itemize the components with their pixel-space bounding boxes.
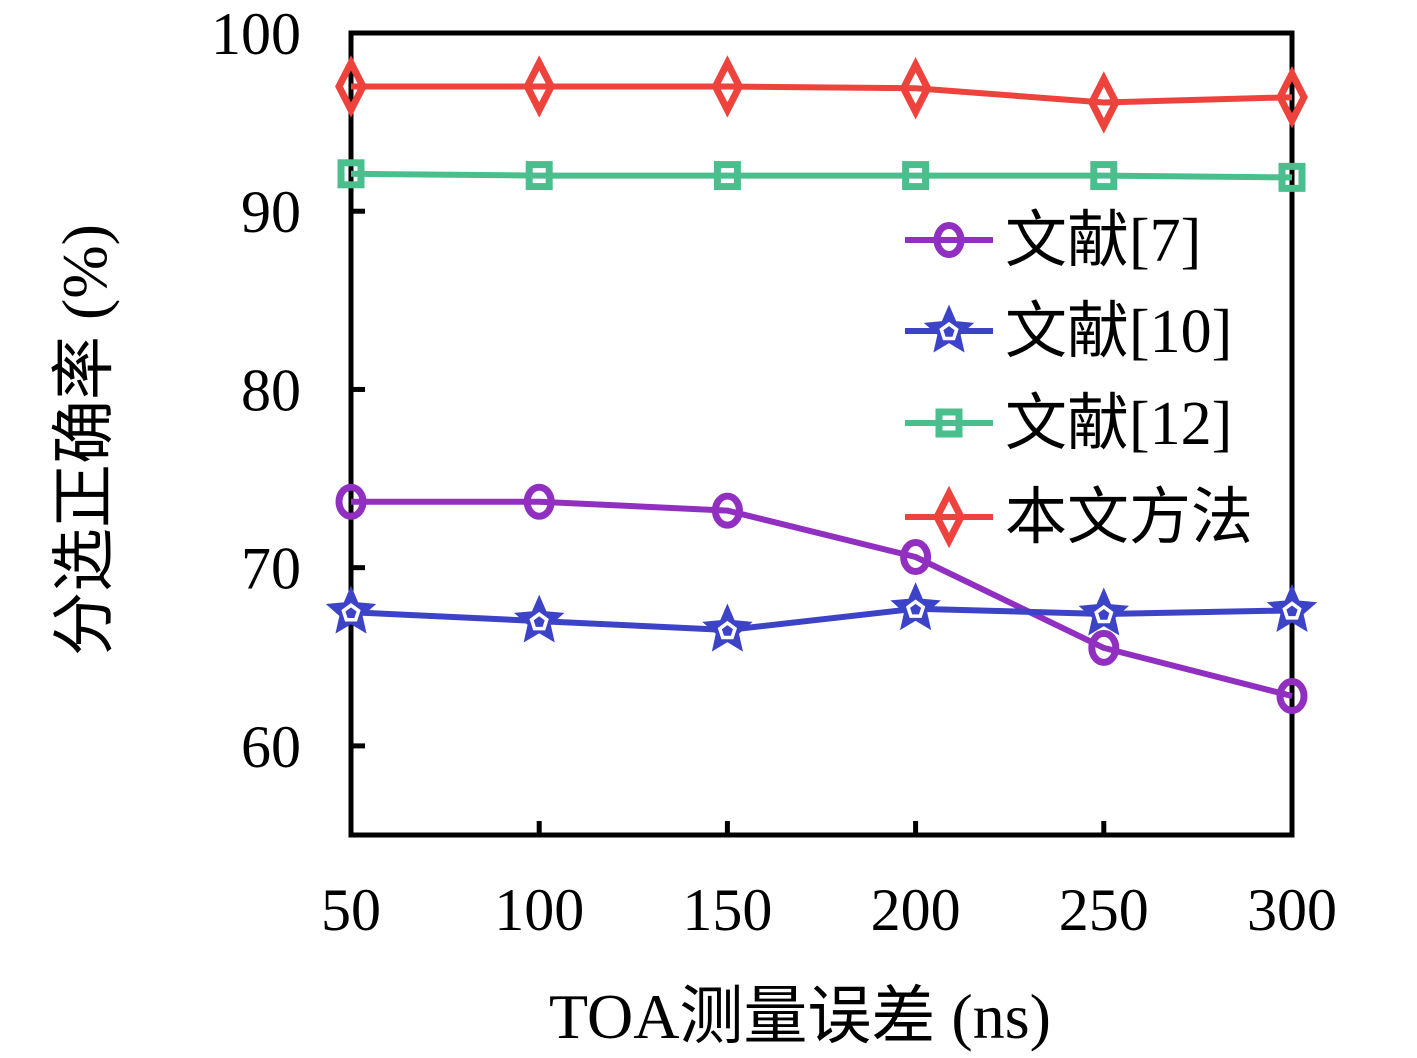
marker-diamond: [1087, 71, 1120, 134]
marker-square: [1278, 162, 1306, 192]
marker-star-inner: [717, 620, 738, 640]
data-series: [325, 55, 1318, 714]
marker-square: [902, 161, 930, 191]
plot-border: [348, 30, 1295, 838]
marker-square: [337, 159, 365, 189]
series-2: [325, 582, 1318, 652]
legend-label: 文献[12]: [1005, 390, 1232, 458]
marker-circle: [1088, 629, 1120, 666]
marker-square: [525, 161, 553, 191]
marker-star: [1078, 587, 1130, 636]
x-tick-label: 250: [1059, 877, 1149, 943]
marker-star: [890, 582, 941, 631]
y-tick-label: 90: [241, 179, 301, 245]
marker-circle: [711, 492, 743, 529]
marker-star: [1266, 583, 1318, 632]
series-line: [350, 170, 1293, 181]
marker-diamond: [1276, 65, 1308, 129]
axis-ticks: 50 100 150 200 250 300 60 70 80 90 100: [211, 1, 1337, 943]
marker-star: [325, 585, 377, 634]
x-tick-label: 200: [871, 877, 961, 943]
marker-circle: [900, 538, 932, 575]
marker-star-inner: [939, 321, 959, 341]
marker-star-inner: [1094, 604, 1114, 624]
marker-star: [513, 594, 565, 643]
series-line: [350, 605, 1293, 633]
legend-item: 文献[10]: [905, 298, 1232, 366]
series-1: [335, 483, 1308, 714]
y-tick-label: 70: [241, 536, 301, 602]
x-tick-label: 50: [321, 877, 381, 943]
y-tick-label: 60: [241, 714, 301, 780]
y-axis-title: 分选正确率 (%): [49, 224, 120, 656]
marker-diamond: [711, 55, 744, 118]
marker-star: [702, 603, 753, 652]
marker-circle: [523, 483, 555, 520]
legend-label: 文献[10]: [1005, 298, 1232, 366]
marker-diamond: [523, 55, 556, 118]
legend-label: 文献[7]: [1005, 207, 1201, 275]
marker-star-inner: [341, 603, 361, 622]
x-tick-label: 300: [1247, 877, 1337, 943]
y-tick-label: 80: [241, 357, 301, 423]
marker-square: [1090, 161, 1118, 191]
plot-frame: [348, 30, 1295, 838]
series-3: [337, 159, 1306, 192]
marker-square: [935, 408, 963, 438]
marker-diamond: [335, 55, 367, 118]
marker-circle: [335, 483, 367, 520]
marker-circle: [1276, 677, 1308, 714]
legend: 文献[7] 文献[10] 文献[12] 本文方法: [905, 207, 1253, 552]
series-line: [351, 83, 1293, 106]
marker-star-inner: [905, 599, 926, 618]
marker-star: [923, 304, 975, 353]
legend-item: 文献[7]: [905, 207, 1201, 275]
marker-star-inner: [1282, 601, 1302, 620]
marker-diamond: [933, 485, 965, 549]
legend-item: 文献[12]: [905, 390, 1232, 458]
y-tick-label: 100: [211, 1, 301, 67]
x-tick-label: 150: [682, 877, 772, 943]
legend-item: 本文方法: [905, 484, 1253, 552]
series-line: [351, 498, 1293, 699]
marker-diamond: [899, 57, 932, 120]
x-axis-title: TOA测量误差 (ns): [549, 981, 1051, 1052]
x-tick-label: 100: [494, 877, 584, 943]
series-4: [335, 55, 1308, 134]
marker-star-inner: [529, 611, 549, 631]
marker-circle: [933, 222, 965, 258]
marker-square: [713, 161, 741, 191]
legend-label: 本文方法: [1005, 484, 1253, 552]
